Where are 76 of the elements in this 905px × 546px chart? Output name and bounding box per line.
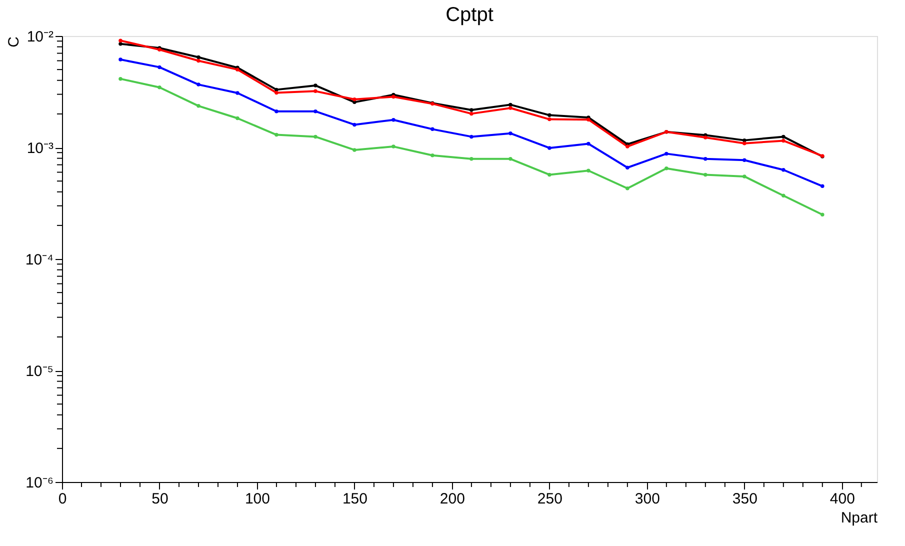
point [820, 184, 824, 188]
point [820, 212, 824, 216]
point [274, 90, 278, 95]
point [314, 109, 318, 114]
point [742, 174, 746, 178]
x-tick-label: 0 [58, 490, 67, 508]
y-tick-label: 10⁻² [26, 28, 54, 46]
point [470, 108, 474, 112]
point [664, 152, 668, 156]
point [548, 172, 552, 177]
point [196, 58, 200, 63]
point [158, 86, 162, 90]
point [586, 168, 590, 173]
x-tick-label: 400 [830, 490, 855, 508]
point [626, 144, 630, 148]
point [118, 42, 122, 46]
point [704, 136, 708, 140]
point [626, 166, 630, 170]
y-axis-title: C [5, 36, 22, 48]
point [352, 148, 356, 152]
point [118, 76, 122, 81]
point [314, 84, 318, 88]
point [196, 104, 200, 108]
point [274, 132, 278, 137]
point [314, 134, 318, 139]
point [236, 91, 240, 95]
point [430, 154, 434, 158]
point [236, 116, 240, 120]
y-tick-label: 10⁻⁶ [26, 474, 54, 492]
point [352, 122, 356, 127]
x-tick-label: 100 [244, 490, 270, 508]
y-tick-label: 10⁻⁵ [26, 363, 54, 380]
point [470, 134, 474, 139]
point [352, 98, 356, 102]
point [782, 168, 786, 172]
point [782, 138, 786, 143]
point [158, 65, 162, 70]
point [430, 127, 434, 132]
point [196, 55, 200, 60]
x-tick-label: 200 [440, 490, 465, 508]
x-tick-label: 250 [537, 490, 562, 508]
point [508, 157, 512, 161]
point [118, 38, 122, 42]
point [392, 118, 396, 122]
point [470, 157, 474, 161]
y-tick-label: 10⁻⁴ [25, 252, 54, 268]
point [508, 106, 512, 110]
chart-title: Cptpt [446, 4, 494, 26]
point [704, 157, 708, 161]
point [196, 82, 200, 86]
point [274, 109, 278, 114]
point [392, 144, 396, 148]
x-tick-label: 150 [342, 490, 368, 508]
point [508, 102, 512, 107]
x-tick-label: 50 [152, 490, 168, 508]
x-tick-label: 300 [634, 490, 660, 508]
point [626, 186, 630, 190]
x-axis-title: Npart [840, 510, 878, 526]
y-tick-label: 10⁻³ [26, 140, 54, 157]
point [782, 194, 786, 198]
point [782, 134, 786, 139]
point [742, 138, 746, 142]
x-tick-label: 350 [732, 490, 758, 508]
point [548, 117, 552, 122]
point [742, 141, 746, 146]
point [664, 166, 668, 170]
point [586, 142, 590, 146]
point [548, 113, 552, 118]
point [470, 112, 474, 116]
point [118, 58, 122, 62]
point [742, 158, 746, 162]
point [548, 146, 552, 150]
point [314, 89, 318, 94]
point [274, 88, 278, 92]
point [508, 131, 512, 136]
point [704, 172, 708, 177]
